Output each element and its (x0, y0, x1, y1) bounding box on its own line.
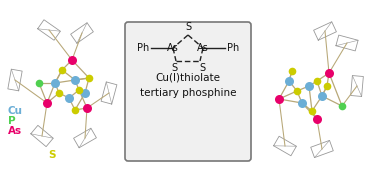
Text: S: S (185, 22, 191, 32)
Text: As: As (167, 43, 179, 53)
Text: tertiary phosphine: tertiary phosphine (140, 88, 236, 98)
Text: As: As (8, 126, 22, 136)
Text: P: P (8, 116, 15, 126)
Text: S: S (199, 63, 205, 73)
FancyBboxPatch shape (125, 22, 251, 161)
Text: As: As (197, 43, 209, 53)
Text: Cu: Cu (8, 106, 23, 116)
Text: Cu(I)thiolate: Cu(I)thiolate (155, 73, 220, 83)
Text: Ph: Ph (227, 43, 239, 53)
Text: Ph: Ph (137, 43, 149, 53)
Text: S: S (171, 63, 177, 73)
Text: S: S (48, 150, 56, 160)
